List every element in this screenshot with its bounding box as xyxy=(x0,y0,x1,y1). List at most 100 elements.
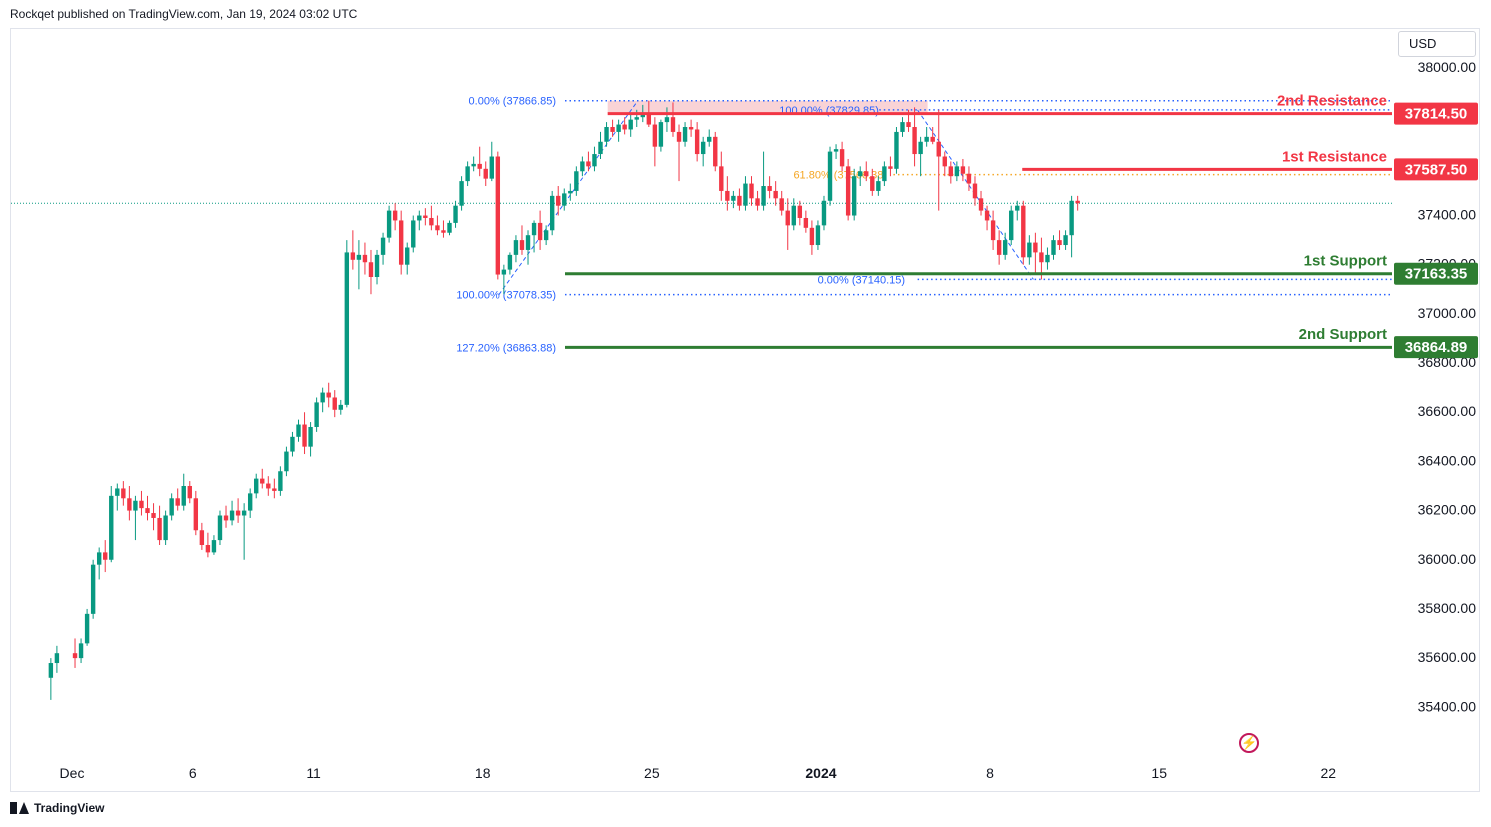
candle-body xyxy=(115,488,120,496)
level-name: 1st Support xyxy=(1304,253,1387,270)
candle-body xyxy=(266,483,271,489)
candle-body xyxy=(320,392,325,403)
candle-body xyxy=(827,151,833,201)
publisher-line: Rockqet published on TradingView.com, Ja… xyxy=(10,7,358,21)
candle-body xyxy=(453,205,458,223)
candle-body xyxy=(483,168,488,179)
candle-body xyxy=(519,240,525,250)
currency-selector[interactable]: USD xyxy=(1398,31,1476,57)
candle-body xyxy=(199,530,205,546)
candle-body xyxy=(278,471,283,491)
candle-body xyxy=(990,220,996,241)
candle-body xyxy=(731,195,736,201)
candle-body xyxy=(610,127,615,132)
candle-body xyxy=(272,488,277,491)
candle-body xyxy=(157,517,162,541)
candle-body xyxy=(1069,200,1074,236)
candle-body xyxy=(918,141,923,155)
candle-body xyxy=(90,564,96,614)
price-tag-label: 37814.50 xyxy=(1405,106,1468,123)
y-tick-label: 35400.00 xyxy=(1418,698,1477,714)
candle-body xyxy=(290,436,295,452)
level-name: 1st Resistance xyxy=(1282,148,1387,165)
candle-body xyxy=(543,230,549,241)
candle-body xyxy=(1021,205,1026,258)
candle-body xyxy=(229,510,235,521)
candle-body xyxy=(344,252,350,405)
candle-body xyxy=(254,478,259,494)
candle-body xyxy=(429,217,434,226)
x-tick-label: 15 xyxy=(1151,765,1167,781)
candle-body xyxy=(948,166,954,177)
candle-body xyxy=(556,195,561,206)
candle-body xyxy=(193,498,199,531)
candle-body xyxy=(978,198,984,211)
candle-body xyxy=(121,488,126,499)
candle-body xyxy=(260,478,265,484)
x-tick-label: 18 xyxy=(475,765,491,781)
candle-body xyxy=(930,136,935,142)
candle-body xyxy=(622,124,627,130)
candle-body xyxy=(489,156,494,179)
fib-label: 127.20% (36863.88) xyxy=(456,342,556,354)
candle-body xyxy=(525,235,531,250)
price-tag xyxy=(1394,336,1478,359)
candle-body xyxy=(441,230,446,233)
candle-body xyxy=(616,124,621,132)
candle-body xyxy=(725,190,730,201)
flash-icon[interactable]: ⚡ xyxy=(1239,733,1259,753)
price-tag xyxy=(1394,158,1478,181)
candle-body xyxy=(392,210,398,221)
candle-body xyxy=(109,495,114,560)
candle-body xyxy=(652,124,658,147)
candle-body xyxy=(670,117,676,132)
y-tick-label: 36000.00 xyxy=(1418,551,1477,567)
candle-body xyxy=(749,183,754,199)
candle-body xyxy=(398,220,404,265)
candle-body xyxy=(755,198,760,206)
candle-body xyxy=(894,131,899,169)
footer-brand[interactable]: TradingView xyxy=(10,801,104,815)
candle-body xyxy=(447,222,452,233)
candle-body xyxy=(507,254,513,270)
candle-body xyxy=(737,195,742,206)
candle-body xyxy=(682,127,688,142)
tradingview-logo-icon xyxy=(10,802,29,814)
candle-body xyxy=(477,163,482,169)
level-name: 2nd Support xyxy=(1299,326,1387,343)
candle-body xyxy=(864,171,869,177)
candle-body xyxy=(163,515,168,541)
candle-body xyxy=(235,510,241,516)
footer-brand-label: TradingView xyxy=(34,801,105,815)
candle-body xyxy=(646,114,652,125)
candle-body xyxy=(302,424,307,447)
candle-body xyxy=(465,166,470,182)
candle-body xyxy=(694,129,700,155)
candle-body xyxy=(562,193,567,206)
level-name: 2nd Resistance xyxy=(1277,93,1387,110)
y-tick-label: 38000.00 xyxy=(1418,59,1477,75)
price-tag-label: 37163.35 xyxy=(1405,266,1468,283)
candle-body xyxy=(169,498,174,516)
x-tick-label: Dec xyxy=(60,765,85,781)
candle-body xyxy=(797,205,803,218)
candle-body xyxy=(386,210,392,238)
candle-body xyxy=(791,205,796,226)
candle-body xyxy=(501,269,507,275)
candle-body xyxy=(1075,200,1080,204)
candle-body xyxy=(181,485,186,506)
candle-body xyxy=(145,508,150,514)
candle-body xyxy=(54,653,60,664)
candle-body xyxy=(924,136,929,142)
candle-body xyxy=(966,173,972,184)
candle-body xyxy=(1063,235,1068,246)
candle-body xyxy=(471,163,476,167)
y-tick-label: 35600.00 xyxy=(1418,649,1477,665)
candle-body xyxy=(574,171,579,191)
candle-body xyxy=(882,166,887,182)
candle-body xyxy=(380,237,386,255)
candle-body xyxy=(1033,242,1038,253)
candle-body xyxy=(332,397,337,410)
candle-body xyxy=(241,510,247,516)
